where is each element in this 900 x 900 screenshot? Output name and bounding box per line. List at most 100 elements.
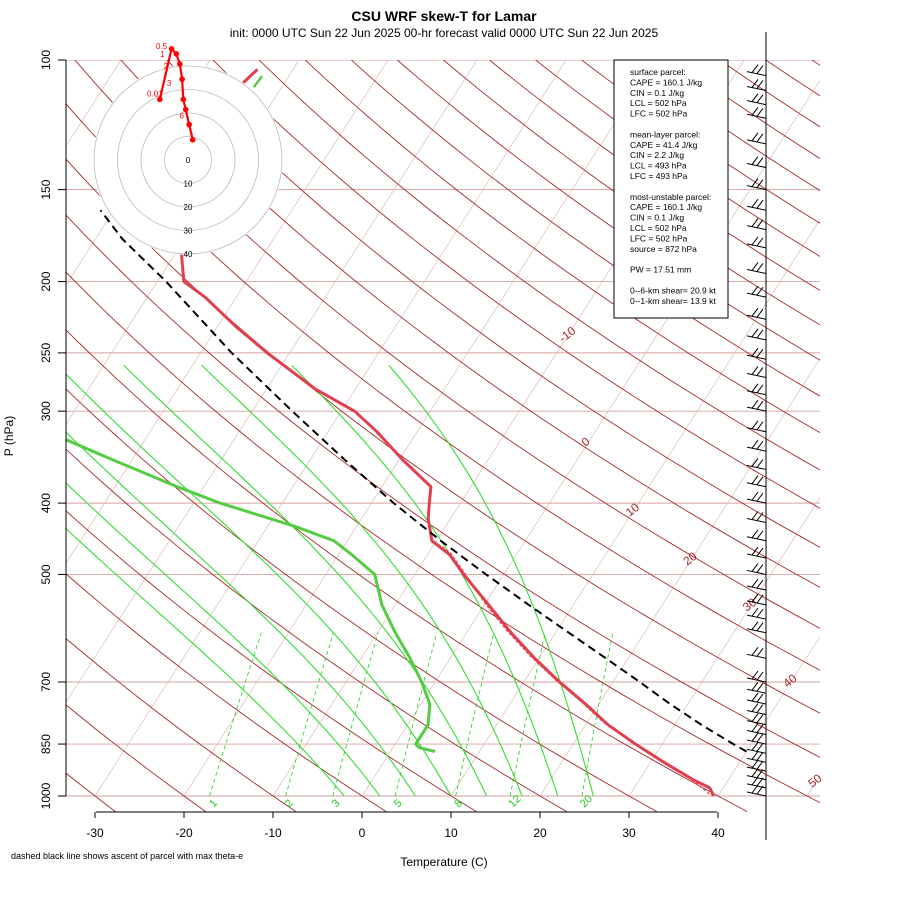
- hodograph-point-label: 2: [164, 62, 169, 71]
- isotherm-line: [806, 775, 820, 797]
- info-box-line: CAPE = 41.4 J/kg: [630, 140, 698, 150]
- hodograph-ring: [140, 112, 236, 208]
- hodograph: 0 10 20 30 40 0.01 0.51 2 3 6: [93, 42, 283, 259]
- mixing-ratio-label: 2: [283, 797, 296, 810]
- wind-barb: [746, 713, 767, 726]
- virtual-temperature-line: [430, 538, 710, 795]
- hodograph-point: [180, 96, 187, 103]
- y-tick-label: 300: [39, 401, 53, 421]
- hodograph-ring-label: 10: [184, 180, 193, 189]
- moist-adiabat-line: [201, 365, 523, 797]
- y-tick-label: 700: [39, 672, 53, 692]
- dry-adiabat-line: [66, 329, 748, 812]
- wind-barb: [746, 723, 767, 735]
- hodograph-point-label: 0.01: [147, 89, 163, 98]
- dry-adiabat-line: [396, 60, 820, 361]
- wind-barb: [746, 732, 767, 745]
- wind-barb: [746, 420, 767, 433]
- info-box-line: LCL = 493 hPa: [630, 161, 687, 171]
- mixing-ratio-line: [209, 632, 262, 797]
- dewpoint-line: [66, 438, 436, 753]
- wind-barb: [746, 742, 767, 754]
- wind-barb: [746, 236, 767, 249]
- mixing-ratio-line: [394, 632, 438, 797]
- hodograph-point: [177, 61, 183, 67]
- hodograph-point-label: 3: [167, 79, 172, 88]
- isotherm-line: [717, 635, 820, 797]
- chart-subtitle: init: 0000 UTC Sun 22 Jun 2025 00-hr for…: [230, 26, 659, 40]
- wind-barb: [746, 458, 767, 470]
- mixing-ratio-label: 1: [207, 797, 220, 810]
- wind-barb: [746, 399, 767, 412]
- hodograph-ring: [164, 136, 212, 184]
- wind-barb: [746, 198, 767, 211]
- temperature-line: [178, 68, 715, 797]
- wind-barb: [746, 511, 767, 523]
- dry-adiabat-line: [626, 60, 820, 192]
- wind-barb: [746, 607, 767, 620]
- dry-adiabat-line: [350, 60, 820, 397]
- dry-adiabat-line: [66, 637, 297, 812]
- wind-barb: [746, 328, 767, 341]
- isotherm-label: 0: [579, 434, 593, 449]
- hodograph-ring-label: 0: [186, 156, 191, 165]
- hodograph-point-label: 1: [160, 50, 165, 59]
- wind-barb: [746, 491, 767, 504]
- info-box-line: LCL = 502 hPa: [630, 223, 687, 233]
- isotherm-line: [450, 218, 820, 797]
- wind-barb: [746, 132, 767, 145]
- hodograph-ring-label: 40: [184, 250, 193, 259]
- info-box-line: LFC = 502 hPa: [630, 109, 688, 119]
- mixing-ratio-line: [509, 632, 546, 797]
- info-box-line: LCL = 502 hPa: [630, 98, 687, 108]
- wind-barb: [746, 768, 767, 781]
- wind-barb: [746, 681, 767, 694]
- mixing-ratio-label: 12: [506, 793, 523, 810]
- wind-barb: [746, 218, 767, 231]
- isotherm-line: [628, 496, 820, 797]
- x-tick-label: 20: [533, 826, 547, 840]
- dry-adiabat-line: [66, 271, 820, 804]
- mixing-ratio-label: 20: [578, 793, 595, 810]
- wind-barb: [746, 563, 767, 575]
- isotherm-line: [66, 60, 389, 564]
- x-tick-label: -10: [264, 826, 282, 840]
- dry-adiabat-line: [673, 60, 820, 159]
- info-box-line: LFC = 502 hPa: [630, 233, 688, 243]
- mixing-ratio-label: 5: [392, 797, 405, 810]
- wind-barb: [746, 383, 767, 396]
- wind-barb: [746, 64, 767, 77]
- info-box-line: PW = 17.51 mm: [630, 265, 691, 275]
- wind-barb: [746, 156, 767, 169]
- dry-adiabat-line: [66, 573, 387, 812]
- wind-barb: [746, 759, 767, 772]
- hodograph-point-label: 6: [179, 112, 184, 121]
- hodograph-upper-segment: [252, 75, 263, 88]
- wind-barb: [746, 703, 767, 716]
- info-box-line: 0--6-km shear= 20.9 kt: [630, 285, 716, 295]
- x-tick-label: -30: [86, 826, 104, 840]
- footnote: dashed black line shows ascent of parcel…: [11, 851, 243, 861]
- sounding-profiles: [66, 68, 747, 797]
- hodograph-point: [186, 121, 192, 128]
- info-box-line: mean-layer parcel:: [630, 129, 700, 139]
- info-box-line: most-unstable parcel:: [630, 192, 711, 202]
- isotherm-label: 50: [805, 771, 824, 790]
- wind-barb: [746, 285, 767, 298]
- wind-barb: [746, 647, 767, 659]
- wind-barb: [746, 692, 767, 705]
- wind-barbs: [746, 64, 767, 797]
- wind-barb: [746, 621, 767, 634]
- y-tick-label: 1000: [39, 782, 53, 809]
- hodograph-ring: [117, 89, 259, 231]
- y-tick-label: 150: [39, 179, 53, 199]
- dry-adiabat-line: [66, 448, 567, 812]
- wind-barb: [746, 178, 767, 191]
- x-tick-label: 0: [359, 826, 366, 840]
- wind-barb: [746, 439, 767, 452]
- wind-barb: [746, 307, 767, 320]
- wind-barb: [746, 262, 767, 274]
- info-box-line: CIN = 2.2 J/kg: [630, 150, 684, 160]
